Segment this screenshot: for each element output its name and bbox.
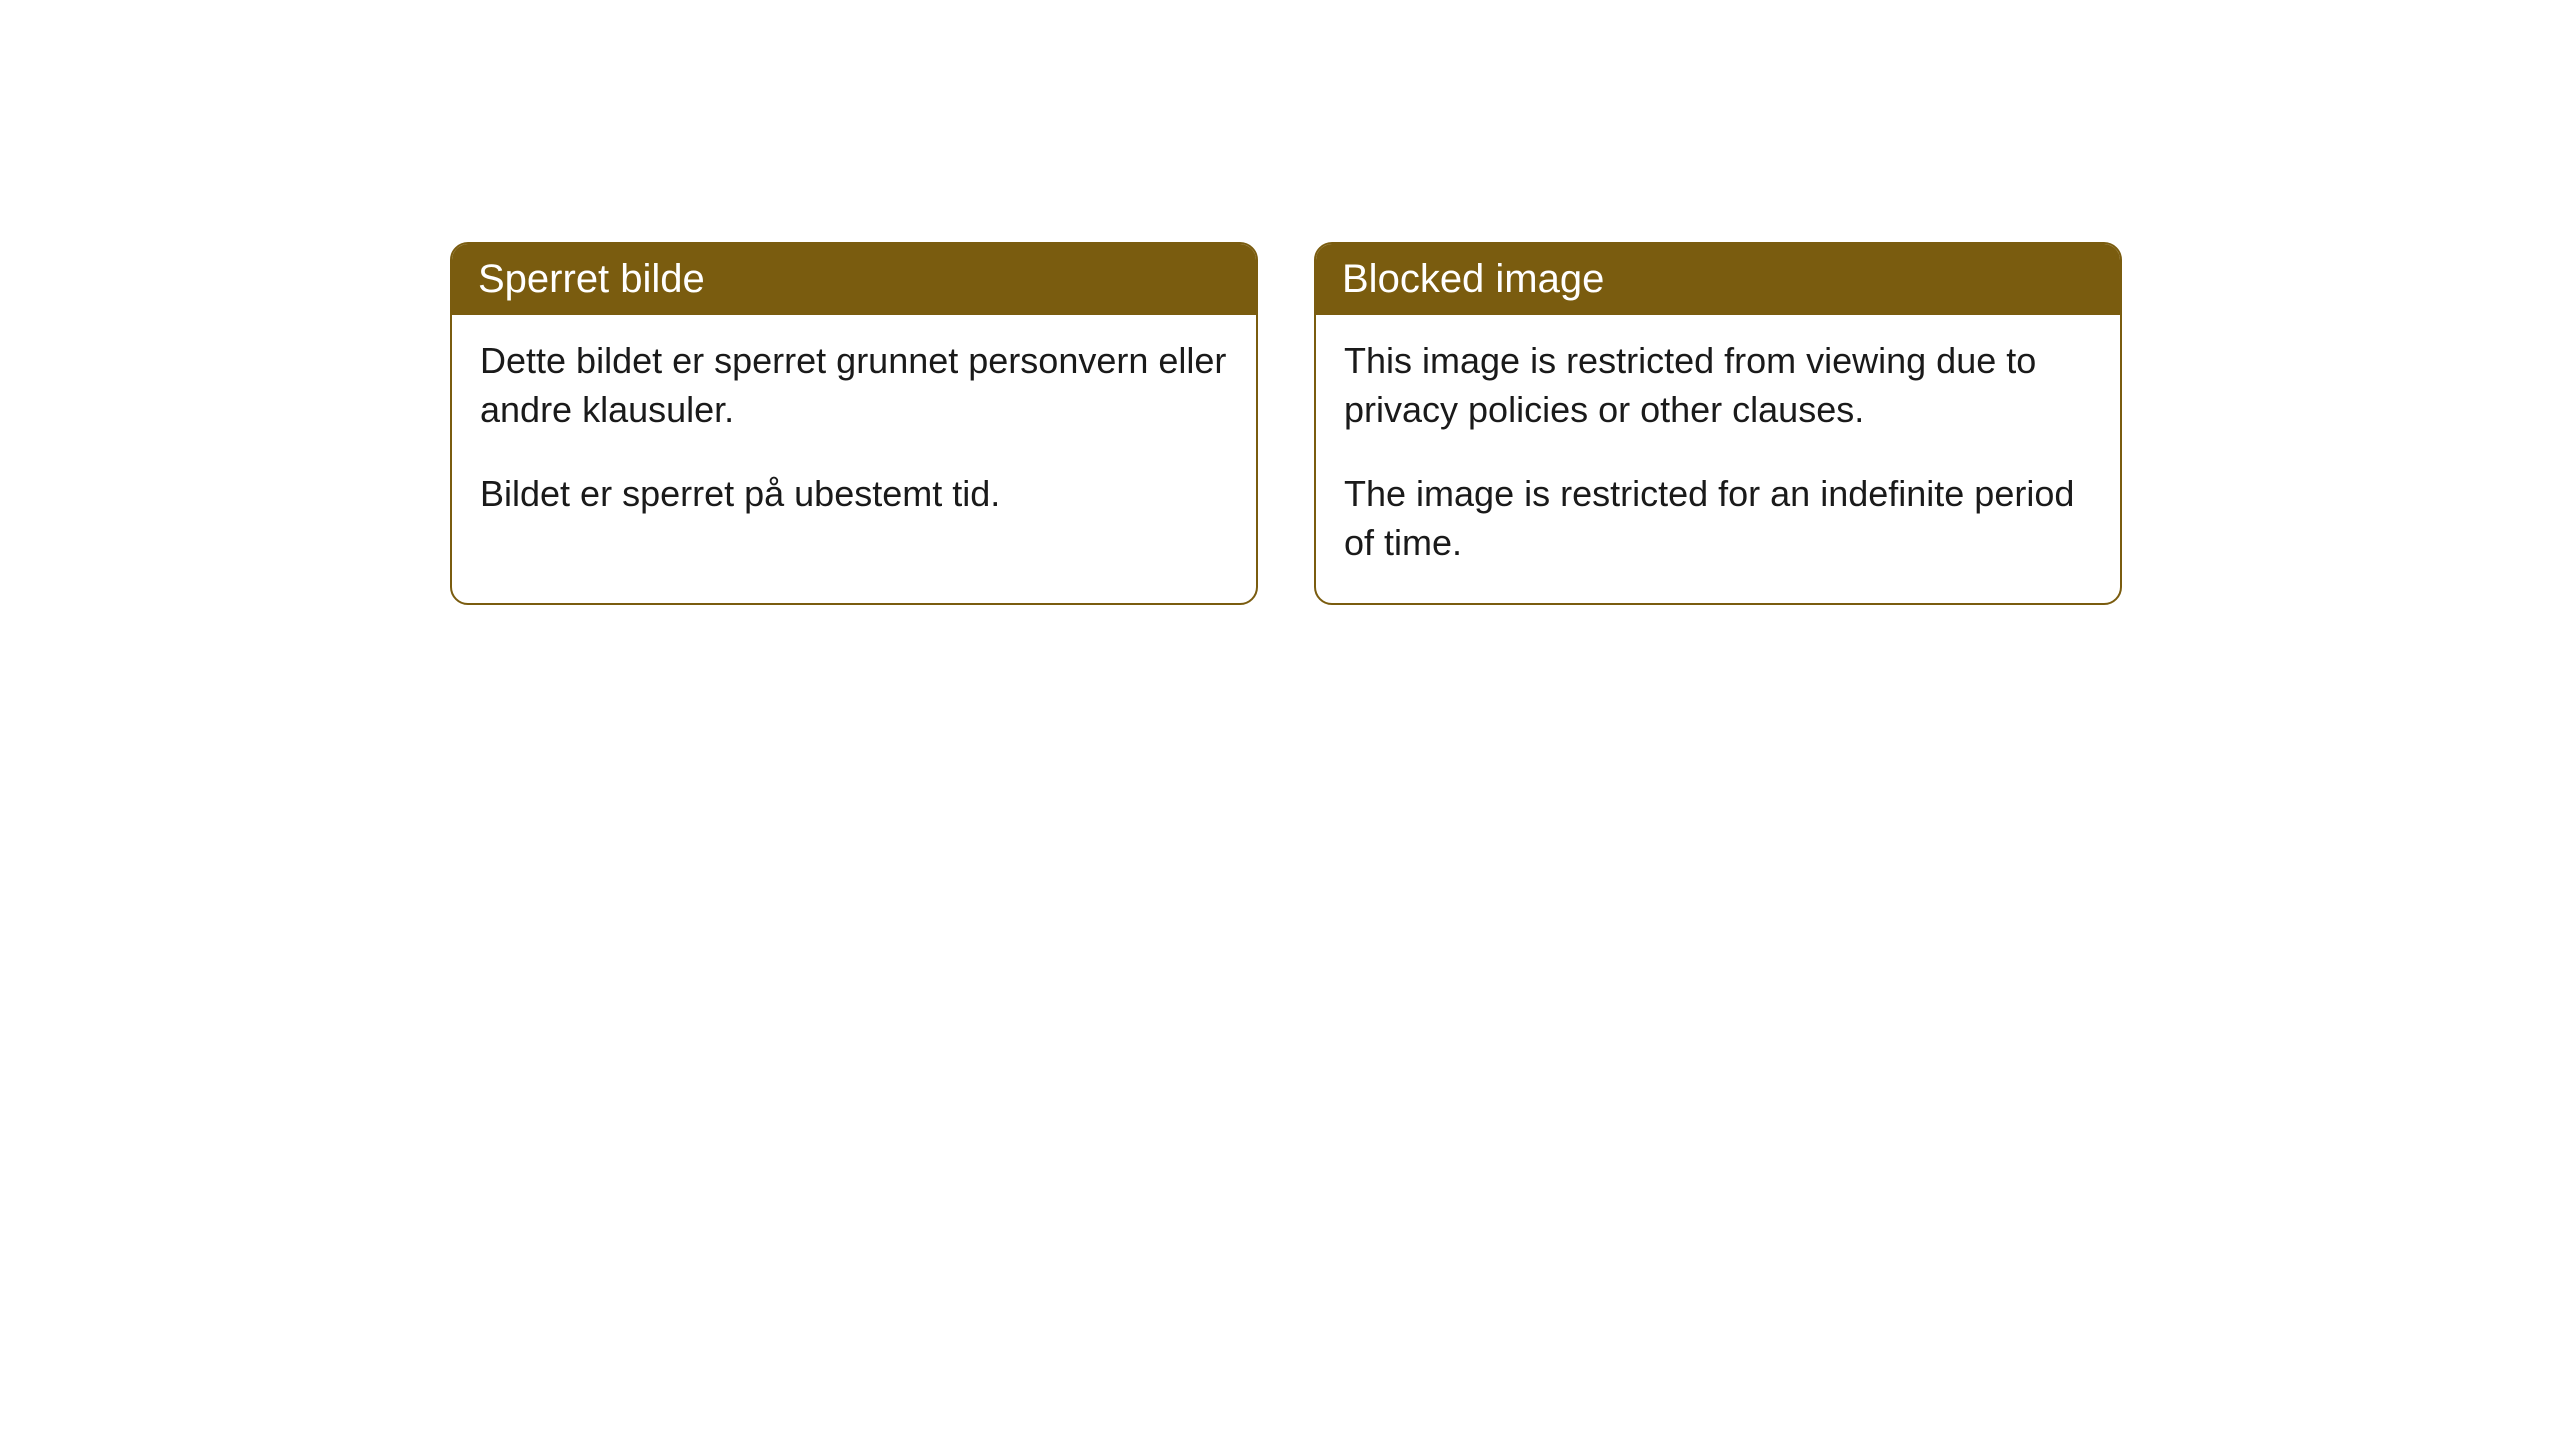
notice-card-norwegian: Sperret bilde Dette bildet er sperret gr… — [450, 242, 1258, 605]
notice-body: Dette bildet er sperret grunnet personve… — [452, 315, 1256, 555]
notice-paragraph: Dette bildet er sperret grunnet personve… — [480, 337, 1228, 434]
notice-paragraph: The image is restricted for an indefinit… — [1344, 470, 2092, 567]
notice-header: Sperret bilde — [452, 244, 1256, 315]
notice-body: This image is restricted from viewing du… — [1316, 315, 2120, 603]
notice-paragraph: Bildet er sperret på ubestemt tid. — [480, 470, 1228, 519]
notice-paragraph: This image is restricted from viewing du… — [1344, 337, 2092, 434]
notice-header: Blocked image — [1316, 244, 2120, 315]
notice-card-english: Blocked image This image is restricted f… — [1314, 242, 2122, 605]
notice-container: Sperret bilde Dette bildet er sperret gr… — [450, 242, 2122, 605]
